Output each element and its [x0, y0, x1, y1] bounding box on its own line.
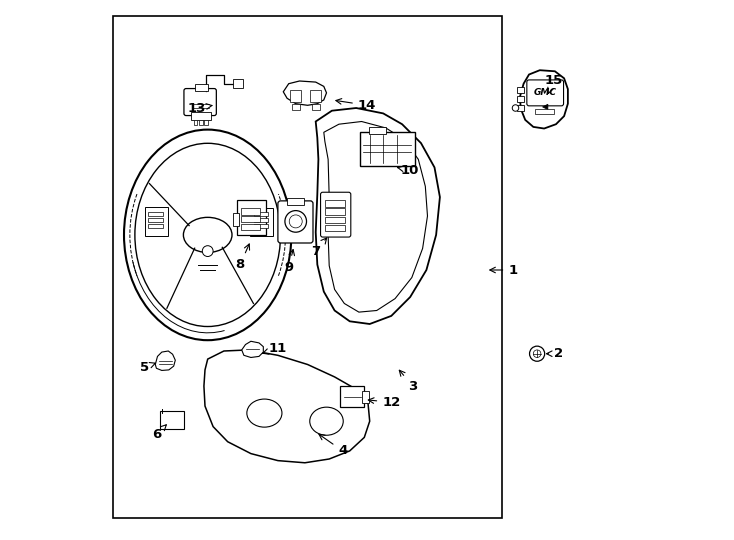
- FancyBboxPatch shape: [250, 208, 272, 236]
- FancyBboxPatch shape: [199, 120, 203, 125]
- FancyBboxPatch shape: [113, 16, 502, 518]
- FancyBboxPatch shape: [145, 207, 168, 236]
- Text: 9: 9: [284, 249, 294, 274]
- Ellipse shape: [184, 217, 232, 253]
- Text: 8: 8: [236, 244, 250, 271]
- FancyBboxPatch shape: [148, 218, 164, 222]
- Ellipse shape: [124, 130, 291, 340]
- Text: 12: 12: [368, 396, 401, 409]
- FancyBboxPatch shape: [527, 80, 564, 106]
- FancyBboxPatch shape: [241, 216, 260, 222]
- FancyBboxPatch shape: [205, 120, 208, 125]
- Polygon shape: [542, 104, 548, 110]
- FancyBboxPatch shape: [241, 208, 260, 215]
- FancyBboxPatch shape: [241, 224, 260, 230]
- FancyBboxPatch shape: [286, 198, 304, 205]
- FancyBboxPatch shape: [237, 200, 266, 235]
- FancyBboxPatch shape: [325, 225, 345, 231]
- FancyBboxPatch shape: [536, 109, 554, 114]
- Polygon shape: [324, 122, 427, 312]
- Circle shape: [203, 246, 213, 256]
- Ellipse shape: [247, 399, 282, 427]
- FancyBboxPatch shape: [159, 411, 184, 429]
- Text: 11: 11: [263, 342, 287, 355]
- Circle shape: [534, 350, 541, 357]
- FancyBboxPatch shape: [191, 112, 211, 120]
- FancyBboxPatch shape: [254, 224, 268, 228]
- FancyBboxPatch shape: [321, 192, 351, 237]
- Text: 14: 14: [336, 99, 377, 112]
- FancyBboxPatch shape: [310, 90, 321, 102]
- Text: 15: 15: [544, 75, 562, 93]
- Polygon shape: [283, 81, 327, 105]
- FancyBboxPatch shape: [233, 213, 239, 226]
- FancyBboxPatch shape: [517, 105, 524, 111]
- FancyBboxPatch shape: [148, 224, 164, 228]
- Circle shape: [529, 346, 545, 361]
- FancyBboxPatch shape: [325, 200, 345, 207]
- FancyBboxPatch shape: [148, 212, 164, 216]
- Text: 7: 7: [311, 238, 327, 258]
- Polygon shape: [204, 350, 370, 463]
- Text: 2: 2: [547, 347, 563, 360]
- FancyBboxPatch shape: [184, 89, 217, 116]
- Text: 13: 13: [188, 102, 212, 114]
- FancyBboxPatch shape: [195, 84, 208, 91]
- FancyBboxPatch shape: [313, 104, 320, 110]
- FancyBboxPatch shape: [517, 87, 524, 93]
- Circle shape: [285, 211, 307, 232]
- Text: 4: 4: [319, 434, 347, 457]
- Circle shape: [512, 105, 519, 111]
- Polygon shape: [241, 341, 264, 357]
- FancyBboxPatch shape: [362, 391, 368, 403]
- Ellipse shape: [135, 143, 280, 327]
- Ellipse shape: [310, 407, 344, 435]
- FancyBboxPatch shape: [325, 217, 345, 223]
- FancyBboxPatch shape: [369, 127, 386, 134]
- FancyBboxPatch shape: [254, 218, 268, 222]
- Polygon shape: [316, 108, 440, 324]
- FancyBboxPatch shape: [292, 104, 299, 110]
- Circle shape: [289, 215, 302, 228]
- FancyBboxPatch shape: [254, 212, 268, 216]
- FancyBboxPatch shape: [360, 132, 415, 166]
- Text: 5: 5: [140, 361, 156, 374]
- Polygon shape: [520, 70, 568, 129]
- FancyBboxPatch shape: [517, 96, 524, 102]
- Text: 1: 1: [490, 264, 517, 276]
- FancyBboxPatch shape: [340, 386, 364, 407]
- Text: GMC: GMC: [534, 89, 556, 97]
- Text: 10: 10: [398, 164, 419, 177]
- FancyBboxPatch shape: [194, 120, 197, 125]
- FancyBboxPatch shape: [278, 201, 313, 243]
- Text: 6: 6: [152, 425, 167, 441]
- FancyBboxPatch shape: [325, 208, 345, 215]
- FancyBboxPatch shape: [290, 90, 301, 102]
- Text: 3: 3: [399, 370, 418, 393]
- Polygon shape: [156, 351, 175, 370]
- FancyBboxPatch shape: [233, 79, 244, 88]
